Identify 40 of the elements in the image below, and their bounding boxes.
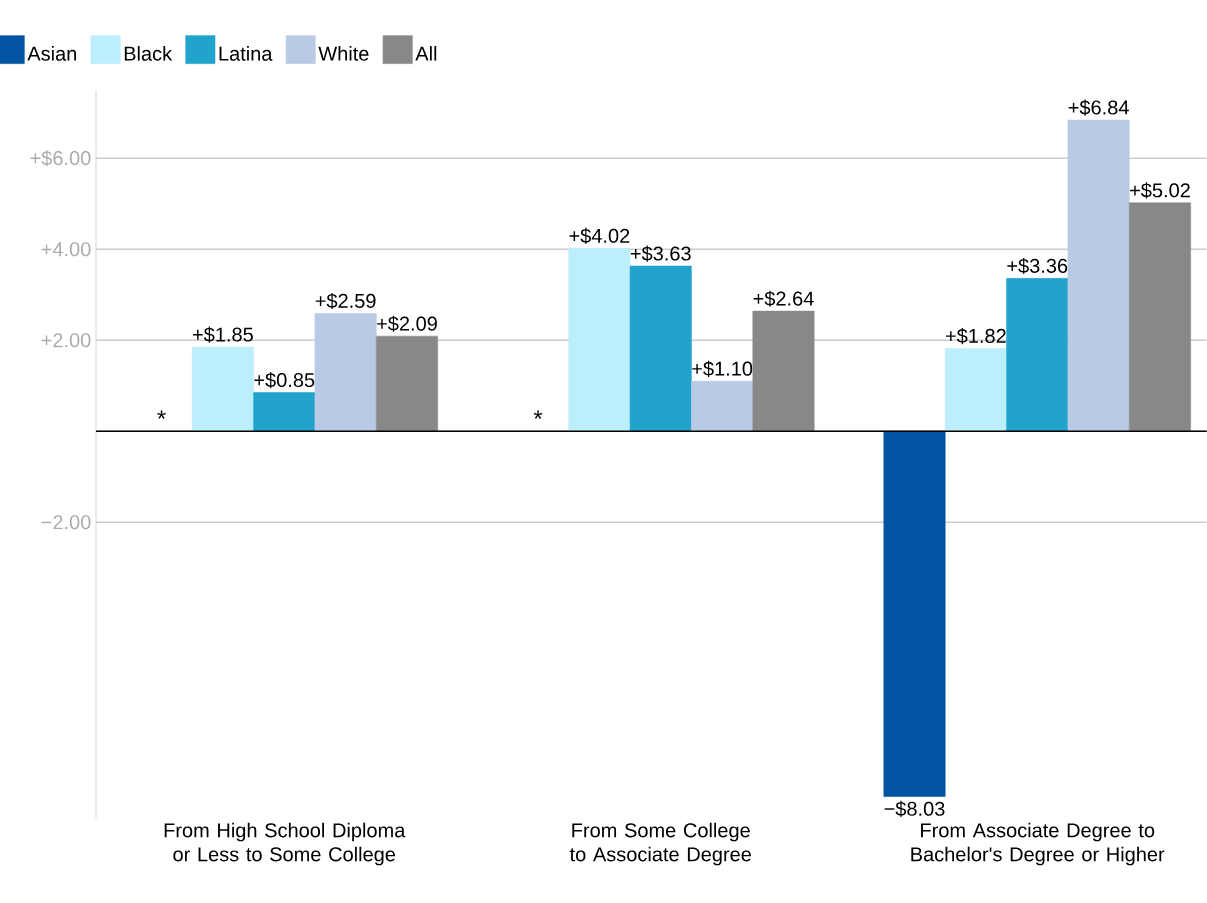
- bar: [568, 248, 631, 432]
- legend-label: Black: [124, 46, 173, 61]
- data-label: +$2.59: [315, 292, 376, 310]
- x-tick-label: From Some College to Associate Degree: [569, 822, 751, 866]
- bar: [1067, 119, 1130, 432]
- data-label: +$2.64: [753, 290, 814, 307]
- legend-label: Asian: [27, 46, 77, 61]
- y-tick-label: −2.00: [41, 515, 91, 530]
- bar: [883, 430, 946, 797]
- bar: [1006, 278, 1069, 432]
- data-label: +$3.36: [1007, 257, 1068, 275]
- legend-label: Latina: [219, 46, 273, 61]
- y-tick-label: +4.00: [41, 242, 91, 257]
- bar: [376, 335, 438, 432]
- data-label: +$1.82: [946, 327, 1006, 345]
- data-label: +$0.85: [254, 372, 315, 389]
- bar: [629, 265, 692, 432]
- legend-label: White: [318, 46, 369, 61]
- bar: [191, 346, 254, 432]
- annotation: *: [157, 410, 166, 419]
- data-label: +$3.63: [630, 245, 691, 262]
- data-label: +$4.02: [569, 227, 630, 245]
- data-label: +$1.85: [193, 326, 253, 343]
- bar: [691, 380, 754, 432]
- data-label: +$1.10: [692, 360, 753, 377]
- data-label: −$8.03: [884, 800, 945, 818]
- bar: [944, 348, 1007, 432]
- bar: [253, 392, 316, 432]
- bar: [752, 310, 815, 432]
- legend-label: All: [415, 46, 437, 61]
- bar: [1129, 202, 1191, 432]
- x-tick-label: From Associate Degree to Bachelor's Degree or Higher: [911, 822, 1165, 866]
- data-label: +$6.84: [1068, 99, 1129, 116]
- y-tick-label: +2.00: [41, 333, 91, 348]
- bar: [314, 313, 377, 432]
- data-label: +$5.02: [1130, 182, 1190, 199]
- y-tick-label: +$6.00: [30, 150, 91, 167]
- annotation: *: [533, 410, 543, 419]
- data-label: +$2.09: [377, 315, 437, 332]
- x-tick-label: From High School Diploma or Less to Some College: [164, 822, 406, 866]
